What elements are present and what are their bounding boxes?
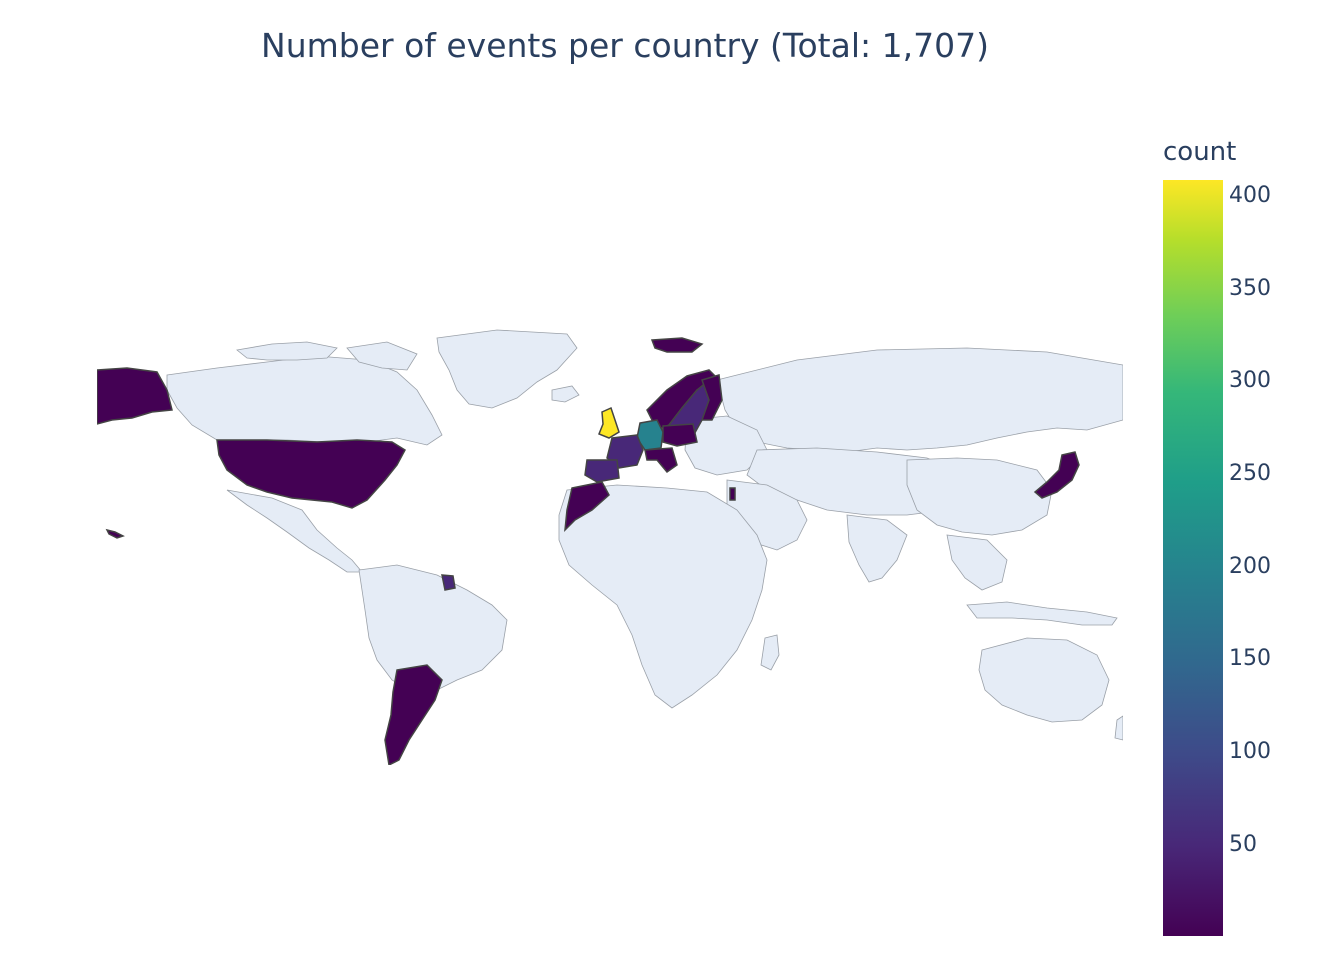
- region-argentina: [384, 664, 443, 765]
- new-zealand: [1114, 715, 1123, 741]
- china: [906, 457, 1053, 536]
- colorbar-tick: 400: [1229, 183, 1271, 208]
- iceland: [551, 385, 580, 403]
- world-map-svg: [97, 329, 1123, 765]
- region-united-states: [216, 439, 406, 509]
- region-finland: [700, 374, 723, 421]
- colorbar-tick: 150: [1229, 646, 1271, 671]
- colorbar-tick: 50: [1229, 832, 1257, 857]
- greenland: [436, 329, 578, 409]
- colorbar-tick: 200: [1229, 554, 1271, 579]
- indonesia: [966, 601, 1118, 626]
- madagascar: [760, 634, 780, 671]
- colorbar-tick: 350: [1229, 276, 1271, 301]
- southeast-asia: [946, 534, 1008, 591]
- region-hawaii: [105, 528, 125, 539]
- region-svalbard: [650, 337, 704, 353]
- choropleth-map[interactable]: [97, 320, 1123, 765]
- region-italy: [644, 447, 678, 474]
- colorbar: [1163, 180, 1223, 936]
- land-base: [166, 329, 1123, 741]
- baffin-island: [346, 341, 418, 371]
- region-alaska: [97, 367, 173, 425]
- region-morocco: [564, 481, 610, 533]
- highlighted-countries: [97, 337, 1080, 765]
- australia: [978, 637, 1110, 723]
- arctic-islands: [236, 341, 338, 361]
- russia: [716, 347, 1123, 453]
- colorbar-tick: 250: [1229, 461, 1271, 486]
- colorbar-tick: 300: [1229, 368, 1271, 393]
- region-japan: [1033, 451, 1080, 499]
- region-united-kingdom: [598, 406, 620, 439]
- region-spain: [584, 459, 620, 483]
- africa: [558, 484, 768, 709]
- region-poland: [662, 423, 698, 447]
- region-french-guiana: [441, 574, 456, 591]
- mexico: [226, 489, 363, 573]
- india: [846, 514, 908, 583]
- region-israel: [729, 487, 736, 501]
- colorbar-tick: 100: [1229, 739, 1271, 764]
- map-title: Number of events per country (Total: 1,7…: [261, 26, 989, 65]
- eastern-europe: [684, 415, 768, 476]
- colorbar-title: count: [1163, 137, 1237, 167]
